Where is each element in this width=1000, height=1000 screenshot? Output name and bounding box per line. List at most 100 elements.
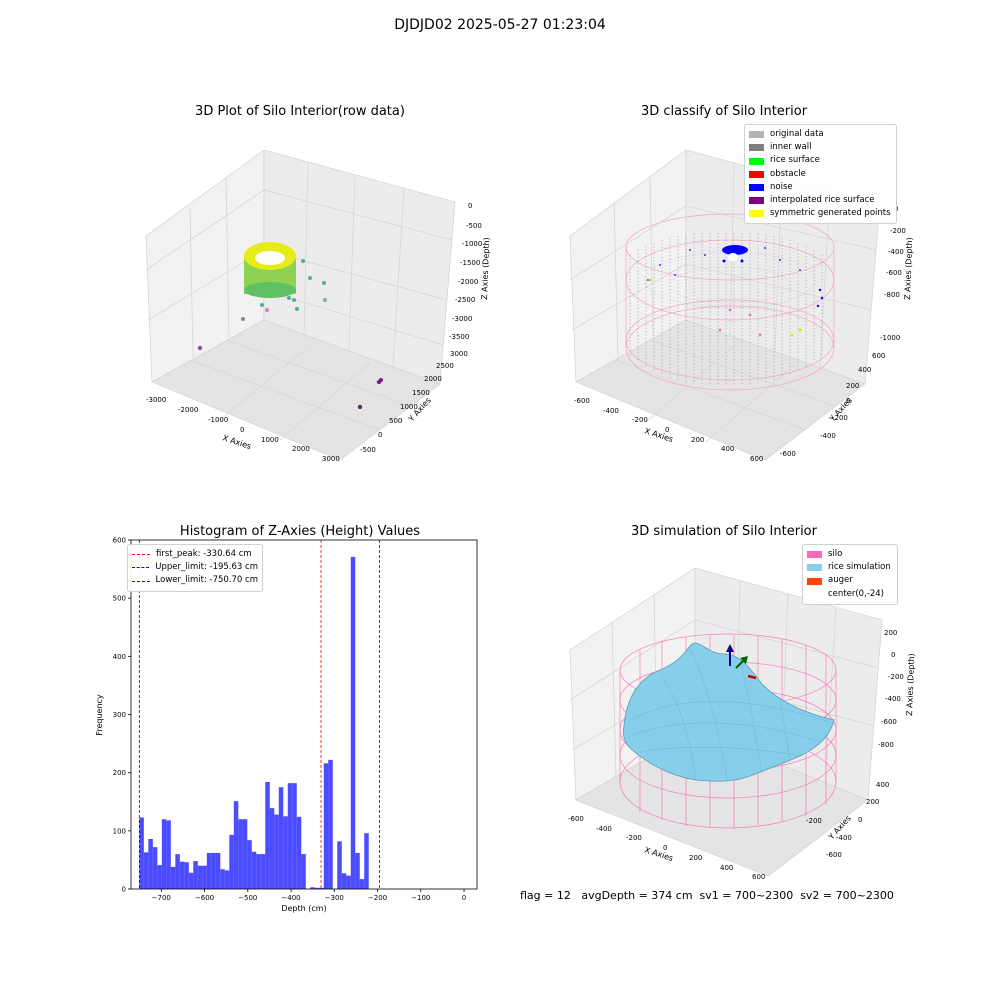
raw-y-tick-1: 0 xyxy=(378,431,382,439)
legend-label: center(0,-24) xyxy=(828,588,884,599)
histogram-x-axis-label: Depth (cm) xyxy=(281,904,326,913)
classify-inner-wall xyxy=(629,233,823,386)
legend-label: Upper_limit: -195.63 cm xyxy=(155,562,258,573)
histogram-y-tick-label: 200 xyxy=(113,769,126,777)
histogram-bar xyxy=(215,852,221,889)
raw-y-tick-0: -500 xyxy=(360,446,376,454)
histogram-bar xyxy=(355,852,360,889)
histogram-legend-item: Upper_limit: -195.63 cm xyxy=(132,561,258,574)
simulation-rice-mesh xyxy=(629,647,831,783)
raw-y-tick-3: 1000 xyxy=(400,403,418,411)
legend-label: original data xyxy=(770,129,824,139)
classify-x-tick-6: 600 xyxy=(750,455,763,463)
legend-label: obstacle xyxy=(770,168,806,179)
simulation-y-tick-2: -200 xyxy=(806,817,822,825)
classify-z-ticks: 0 -200 -400 -600 -800 -1000 xyxy=(880,205,906,342)
histogram-x-tick-label: −200 xyxy=(368,894,387,902)
classify-z-tick-5: -1000 xyxy=(880,334,900,342)
classify-x-tick-0: -600 xyxy=(574,397,590,405)
legend-swatch xyxy=(807,551,822,559)
classify-silo-cylinder xyxy=(625,213,835,391)
histogram-bar xyxy=(364,833,369,889)
simulation-auger-arrows xyxy=(726,644,757,680)
raw-floor-pane xyxy=(151,319,441,461)
classify-z-tick-3: -600 xyxy=(886,269,902,277)
simulation-z-tick-4: -600 xyxy=(881,718,897,726)
simulation-z-tick-2: -200 xyxy=(888,673,904,681)
classify-legend-item: original data xyxy=(749,128,892,141)
status-footer: flag = 12 avgDepth = 374 cm sv1 = 700~23… xyxy=(520,889,894,902)
histogram-bar xyxy=(337,841,342,889)
legend-label: rice simulation xyxy=(828,562,891,573)
histogram-y-tick-label: 500 xyxy=(113,595,126,603)
raw-z-tick-2: -1000 xyxy=(462,240,482,248)
histogram-bar xyxy=(152,847,158,889)
legend-label: inner wall xyxy=(770,142,812,153)
classify-legend-item: noise xyxy=(749,181,892,194)
simulation-y-ticks: -600 -400 -200 0 200 400 xyxy=(806,781,889,859)
histogram-y-tick-label: 100 xyxy=(113,827,126,835)
raw-y-tick-4: 1500 xyxy=(412,389,430,397)
histogram-bar xyxy=(278,787,284,889)
classify-y-tick-6: 600 xyxy=(872,352,885,360)
simulation-x-tick-0: -600 xyxy=(568,815,584,823)
raw-3d-axes-box xyxy=(145,149,456,461)
simulation-x-tick-1: -400 xyxy=(596,825,612,833)
classify-x-axis-label: X Axies xyxy=(643,426,674,444)
simulation-x-axis-label: X Axies xyxy=(643,845,674,863)
raw-plot-title: 3D Plot of Silo Interior(row data) xyxy=(195,104,405,119)
raw-y-tick-2: 500 xyxy=(389,417,402,425)
legend-label: interpolated rice surface xyxy=(770,195,875,206)
raw-y-ticks: -500 0 500 1000 1500 2000 2500 3000 xyxy=(360,350,468,454)
histogram-x-tick-label: −300 xyxy=(325,894,344,902)
raw-3d-plot: 0 -500 -1000 -1500 -2000 -2500 -3000 -35… xyxy=(145,149,491,463)
classify-legend-item: inner wall xyxy=(749,141,892,154)
histogram-bar xyxy=(224,870,230,889)
legend-swatch xyxy=(749,131,764,139)
histogram-y-tick-label: 300 xyxy=(113,711,126,719)
histogram-bar xyxy=(242,819,248,889)
raw-x-tick-6: 3000 xyxy=(322,455,340,463)
histogram-bar xyxy=(265,781,270,889)
figure-title: DJDJD02 2025-05-27 01:23:04 xyxy=(394,17,606,33)
classify-y-tick-1: -400 xyxy=(820,432,836,440)
histogram-bar xyxy=(233,801,239,889)
legend-label: first_peak: -330.64 cm xyxy=(156,549,252,559)
histogram-chart: −700 −600 −500 −400 −300 −200 −100 0 0 100 200 300… xyxy=(95,537,478,913)
histogram-y-axis-label: Frequency xyxy=(95,694,104,736)
histogram-bar xyxy=(274,814,279,889)
simulation-y-tick-4: 200 xyxy=(866,798,879,806)
classify-symmetric-points xyxy=(648,278,802,337)
legend-swatch xyxy=(749,183,764,191)
classify-z-axis-label: Z Axies (Depth) xyxy=(903,237,914,300)
histogram-bar xyxy=(310,887,315,889)
legend-line-swatch xyxy=(132,554,150,556)
histogram-bar xyxy=(148,838,153,889)
legend-swatch xyxy=(749,157,764,165)
legend-swatch xyxy=(749,197,764,205)
classify-rice-surface-grid xyxy=(644,251,816,309)
histogram-x-tick-label: −600 xyxy=(195,894,214,902)
legend-label: symmetric generated points xyxy=(770,208,891,219)
raw-x-tick-5: 2000 xyxy=(292,445,310,453)
raw-x-tick-0: -3000 xyxy=(146,396,166,404)
histogram-x-tick-label: 0 xyxy=(462,894,466,902)
histogram-bar xyxy=(341,873,347,889)
legend-label: silo xyxy=(828,549,843,559)
raw-x-tick-4: 1000 xyxy=(261,436,279,444)
histogram-bar xyxy=(206,852,212,889)
legend-line-swatch xyxy=(132,580,150,582)
raw-ring-hole xyxy=(255,251,285,265)
classify-legend: original data inner wall rice surface ob… xyxy=(744,124,897,225)
simulation-z-axis-label: Z Axies (Depth) xyxy=(905,653,916,716)
legend-swatch xyxy=(807,564,822,572)
simulation-y-tick-1: -400 xyxy=(836,834,852,842)
histogram-legend: first_peak: -330.64 cm Upper_limit: -195… xyxy=(127,544,263,592)
legend-swatch xyxy=(749,210,764,218)
simulation-x-tick-3: 0 xyxy=(663,844,667,852)
simulation-plot-title: 3D simulation of Silo Interior xyxy=(631,524,817,539)
histogram-bars xyxy=(139,556,369,889)
histogram-bar xyxy=(247,840,252,889)
histogram-bar xyxy=(350,556,356,889)
histogram-legend-item: Lower_limit: -750.70 cm xyxy=(132,574,258,587)
